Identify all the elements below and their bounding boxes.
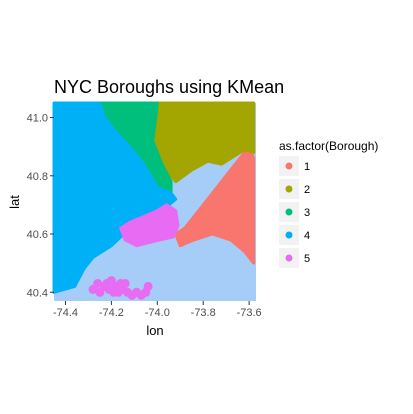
legend-swatch-1 [285,162,293,170]
x-tick-label: -74.0 [145,307,170,319]
y-axis: 41.0 40.8 40.6 40.4 [27,113,54,299]
y-tick-label: 40.6 [27,229,48,241]
legend-title: as.factor(Borough) [279,139,378,153]
y-tick-label: 41.0 [27,113,48,125]
legend: as.factor(Borough) 1 2 3 4 5 [279,139,378,268]
cluster-5-point-17 [116,279,126,288]
x-tick-label: -74.2 [99,307,124,319]
chart-title: NYC Boroughs using KMean [54,77,284,97]
cluster-points [88,276,153,300]
legend-label-1: 1 [304,161,310,173]
cluster-5-point-12 [93,279,103,288]
cluster-regions [52,101,256,294]
legend-swatch-3 [285,208,293,216]
x-tick-label: -73.8 [191,307,216,319]
legend-swatch-2 [285,185,293,193]
y-tick-label: 40.8 [27,171,48,183]
legend-label-2: 2 [304,184,310,196]
x-tick-label: -74.4 [53,307,78,319]
legend-swatch-5 [285,254,293,262]
x-axis-label: lon [146,323,163,338]
cluster-region-1 [174,145,256,265]
legend-swatch-4 [285,231,293,239]
legend-label-3: 3 [304,207,310,219]
y-axis-label: lat [7,195,22,209]
legend-entries: 1 2 3 4 5 [279,156,310,268]
cluster-region-5 [119,203,180,248]
x-axis: -74.4 -74.2 -74.0 -73.8 -73.6 [53,301,262,319]
plot-panel [52,101,256,301]
x-tick-label: -73.6 [237,307,262,319]
y-tick-label: 40.4 [27,287,48,299]
legend-label-4: 4 [304,230,310,242]
cluster-5-point-18 [143,281,153,291]
legend-label-5: 5 [304,253,310,265]
cluster-5-point-16 [106,276,116,286]
